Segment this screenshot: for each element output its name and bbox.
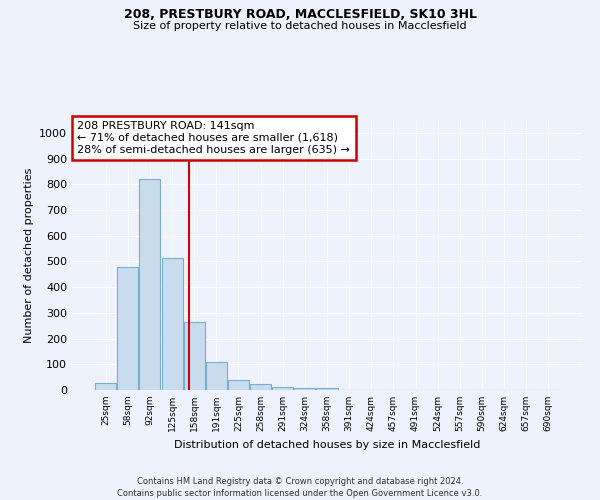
Bar (228, 380, 249, 390)
X-axis label: Distribution of detached houses by size in Macclesfield: Distribution of detached houses by size … (174, 440, 480, 450)
Bar (184, 322, 205, 390)
Bar (206, 362, 227, 390)
Bar (250, 384, 271, 390)
Bar (316, 388, 338, 390)
Bar (118, 267, 139, 390)
Bar (95, 383, 116, 390)
Text: 208 PRESTBURY ROAD: 141sqm
← 71% of detached houses are smaller (1,618)
28% of s: 208 PRESTBURY ROAD: 141sqm ← 71% of deta… (77, 122, 350, 154)
Bar (139, 179, 160, 390)
Text: Contains HM Land Registry data © Crown copyright and database right 2024.: Contains HM Land Registry data © Crown c… (137, 478, 463, 486)
Text: Contains public sector information licensed under the Open Government Licence v3: Contains public sector information licen… (118, 489, 482, 498)
Y-axis label: Number of detached properties: Number of detached properties (23, 168, 34, 342)
Text: 208, PRESTBURY ROAD, MACCLESFIELD, SK10 3HL: 208, PRESTBURY ROAD, MACCLESFIELD, SK10 … (124, 8, 476, 20)
Bar (295, 388, 316, 390)
Text: Size of property relative to detached houses in Macclesfield: Size of property relative to detached ho… (133, 21, 467, 31)
Bar (161, 258, 182, 390)
Bar (272, 387, 293, 390)
